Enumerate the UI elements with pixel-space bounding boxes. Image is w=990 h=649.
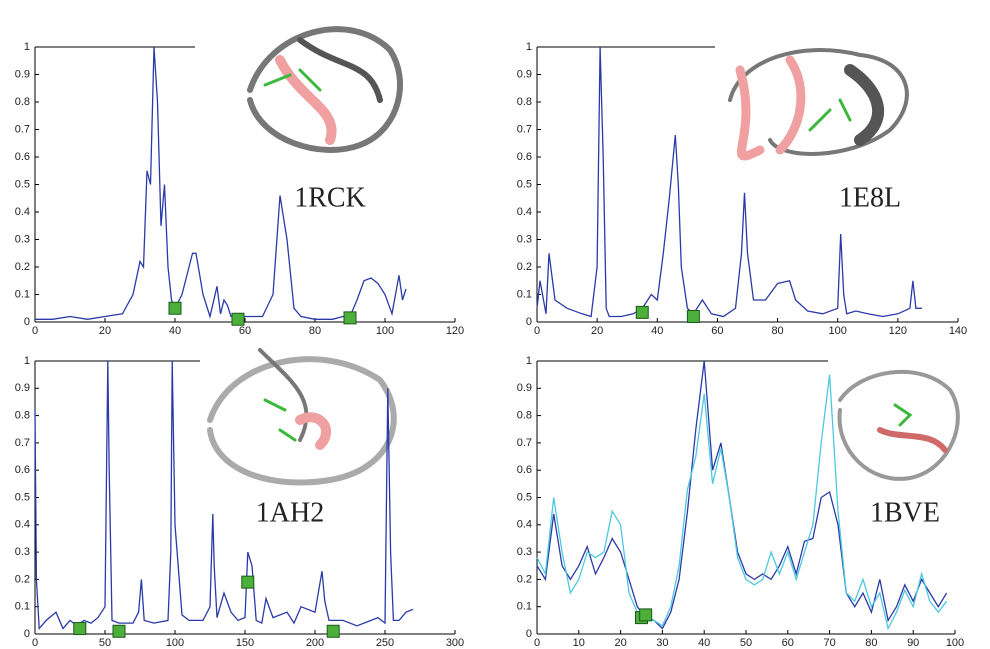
y-tick-label: 0.4 — [517, 519, 532, 531]
y-tick-label: 0.5 — [15, 491, 30, 503]
x-tick-label: 30 — [656, 637, 668, 649]
y-tick-label: 0.7 — [15, 123, 30, 135]
site-marker — [168, 301, 182, 315]
x-tick-label: 50 — [740, 637, 752, 649]
x-tick-label: 100 — [376, 325, 394, 337]
x-tick-label: 0 — [534, 325, 540, 337]
x-tick-label: 60 — [239, 325, 251, 337]
x-tick-label: 10 — [573, 637, 585, 649]
protein-structure — [207, 26, 960, 486]
y-tick-label: 1 — [24, 41, 30, 53]
x-tick-label: 300 — [446, 637, 464, 649]
y-tick-label: 0.9 — [15, 382, 30, 394]
y-tick-label: 0.4 — [15, 206, 30, 218]
x-tick-label: 100 — [829, 325, 847, 337]
y-tick-label: 0.6 — [517, 464, 532, 476]
protein-id: 1E8L — [839, 182, 901, 213]
y-tick-label: 0.3 — [15, 546, 30, 558]
y-tick-label: 0.9 — [517, 382, 532, 394]
y-tick-label: 0.3 — [517, 233, 532, 245]
data-line — [536, 46, 922, 318]
y-tick-label: 0.4 — [517, 206, 532, 218]
x-tick-label: 100 — [166, 637, 184, 649]
y-tick-label: 0.2 — [15, 261, 30, 273]
x-tick-label: 20 — [99, 325, 111, 337]
y-tick-label: 0.4 — [15, 519, 30, 531]
data-line — [34, 360, 414, 631]
y-tick-label: 1 — [24, 355, 30, 367]
y-tick-label: 0.5 — [517, 178, 532, 190]
x-tick-label: 250 — [376, 637, 394, 649]
protein-id: 1AH2 — [256, 497, 324, 528]
y-tick-label: 0.8 — [517, 410, 532, 422]
y-tick-label: 0.2 — [517, 261, 532, 273]
site-marker — [231, 312, 245, 326]
y-tick-label: 0.2 — [15, 573, 30, 585]
y-tick-label: 0.7 — [15, 437, 30, 449]
y-tick-label: 0.9 — [517, 68, 532, 80]
y-tick-label: 0.2 — [517, 573, 532, 585]
data-line — [536, 360, 948, 630]
y-tick-label: 0.7 — [517, 437, 532, 449]
y-tick-label: 0.5 — [517, 491, 532, 503]
x-tick-label: 0 — [32, 637, 38, 649]
x-tick-label: 120 — [446, 325, 464, 337]
x-tick-label: 0 — [534, 637, 540, 649]
x-tick-label: 120 — [889, 325, 907, 337]
site-marker — [686, 310, 700, 323]
protein-id: 1RCK — [294, 182, 366, 213]
x-tick-label: 70 — [823, 637, 835, 649]
x-tick-label: 40 — [698, 637, 710, 649]
y-tick-label: 0 — [24, 628, 30, 640]
site-marker — [343, 311, 357, 325]
x-tick-label: 80 — [771, 325, 783, 337]
x-tick-label: 20 — [614, 637, 626, 649]
y-tick-label: 0.1 — [517, 288, 532, 300]
y-tick-label: 0 — [526, 316, 532, 328]
x-tick-label: 80 — [865, 637, 877, 649]
x-tick-label: 60 — [782, 637, 794, 649]
site-marker — [73, 622, 87, 636]
site-marker — [635, 305, 649, 319]
data-line — [536, 374, 948, 631]
x-tick-label: 200 — [306, 637, 324, 649]
site-marker — [326, 624, 340, 638]
y-tick-label: 0 — [24, 316, 30, 328]
y-tick-label: 0.8 — [517, 96, 532, 108]
x-tick-label: 40 — [651, 325, 663, 337]
x-tick-label: 0 — [32, 325, 38, 337]
y-tick-label: 0.3 — [517, 546, 532, 558]
x-tick-label: 50 — [99, 637, 111, 649]
site-marker — [639, 608, 653, 622]
y-tick-label: 0.1 — [15, 601, 30, 613]
y-tick-label: 0.1 — [15, 288, 30, 300]
y-tick-label: 0.6 — [15, 151, 30, 163]
y-tick-label: 0.3 — [15, 233, 30, 245]
y-tick-label: 1 — [526, 355, 532, 367]
x-tick-label: 100 — [946, 637, 964, 649]
data-line — [35, 46, 407, 321]
y-tick-label: 0 — [526, 628, 532, 640]
x-tick-label: 150 — [236, 637, 254, 649]
y-tick-label: 0.9 — [15, 68, 30, 80]
x-tick-label: 60 — [711, 325, 723, 337]
x-tick-label: 140 — [949, 325, 967, 337]
site-marker — [112, 624, 126, 638]
y-tick-label: 0.7 — [517, 123, 532, 135]
y-tick-label: 0.6 — [517, 151, 532, 163]
y-tick-label: 0.6 — [15, 464, 30, 476]
x-tick-label: 20 — [591, 325, 603, 337]
y-tick-label: 0.8 — [15, 410, 30, 422]
y-tick-label: 0.8 — [15, 96, 30, 108]
y-tick-label: 0.5 — [15, 178, 30, 190]
x-tick-label: 90 — [907, 637, 919, 649]
x-tick-label: 80 — [309, 325, 321, 337]
y-tick-label: 1 — [526, 41, 532, 53]
x-tick-label: 40 — [169, 325, 181, 337]
protein-id: 1BVE — [870, 497, 940, 528]
site-marker — [241, 575, 255, 589]
y-tick-label: 0.1 — [517, 601, 532, 613]
